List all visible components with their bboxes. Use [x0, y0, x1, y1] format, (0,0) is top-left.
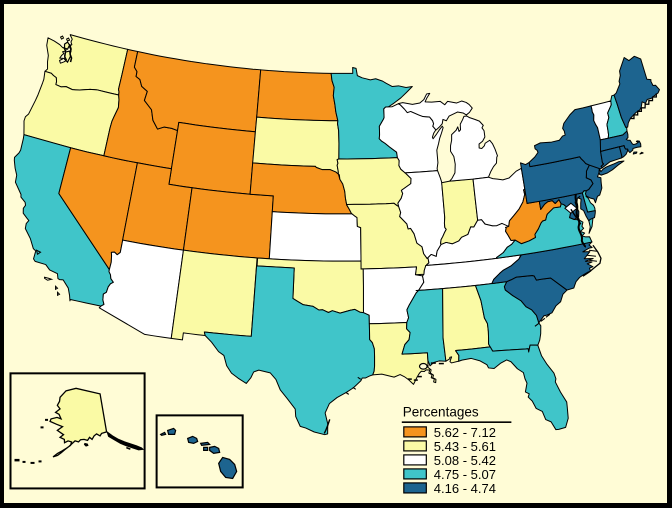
svg-text:4.16 - 4.74: 4.16 - 4.74: [433, 481, 495, 496]
svg-text:Percentages: Percentages: [402, 404, 478, 419]
svg-text:5.62 - 7.12: 5.62 - 7.12: [433, 425, 495, 440]
svg-text:5.08 - 5.42: 5.08 - 5.42: [433, 453, 495, 468]
svg-text:4.75 - 5.07: 4.75 - 5.07: [433, 467, 495, 482]
svg-text:5.43 - 5.61: 5.43 - 5.61: [433, 439, 495, 454]
